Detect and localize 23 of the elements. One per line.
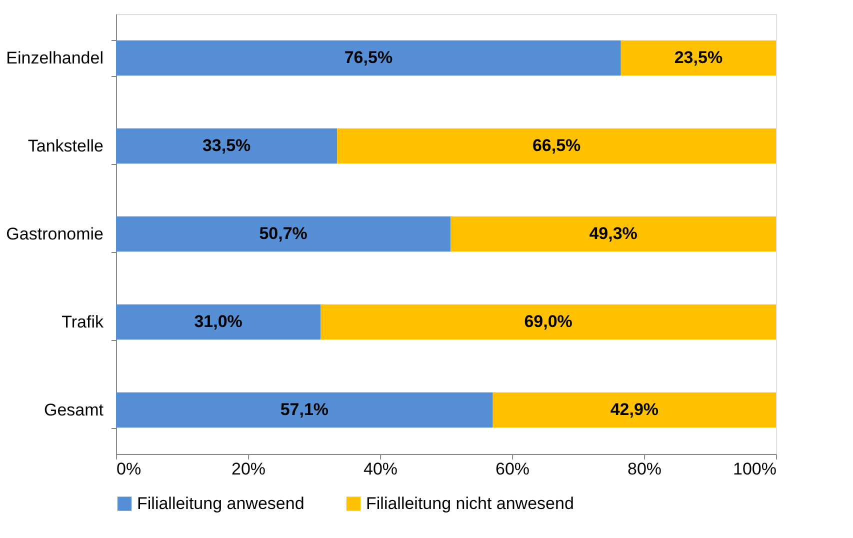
legend-label: Filialleitung nicht anwesend (366, 494, 574, 513)
data-label: 42,9% (610, 400, 659, 419)
y-tick-label: Gesamt (44, 400, 104, 420)
y-tick-label: Trafik (62, 312, 104, 332)
data-label: 23,5% (674, 48, 723, 67)
x-tick-label: 100% (733, 460, 776, 478)
legend-label: Filialleitung anwesend (137, 494, 304, 513)
data-label: 50,7% (259, 224, 308, 243)
x-tick-label: 20% (231, 460, 266, 478)
data-label: 31,0% (194, 312, 242, 331)
x-tick-label: 60% (495, 460, 530, 478)
x-tick-label: 40% (363, 460, 398, 478)
data-label: 69,0% (524, 312, 572, 331)
data-label: 66,5% (532, 136, 581, 155)
y-tick-label: Einzelhandel (6, 48, 104, 68)
y-tick-label: Tankstelle (28, 136, 104, 156)
data-label: 76,5% (344, 48, 393, 67)
x-tick-label: 0% (116, 460, 142, 478)
data-label: 49,3% (589, 224, 638, 243)
y-tick-label: Gastronomie (6, 224, 104, 244)
x-tick-label: 80% (627, 460, 662, 478)
data-label: 57,1% (280, 400, 329, 419)
data-label: 33,5% (202, 136, 251, 155)
